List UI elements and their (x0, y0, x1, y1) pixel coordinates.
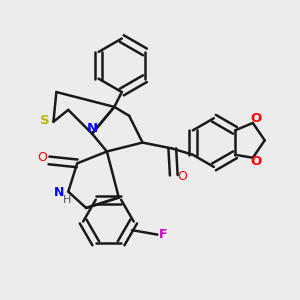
Text: N: N (54, 186, 64, 199)
Text: N: N (86, 122, 98, 135)
Text: H: H (63, 195, 72, 205)
Text: O: O (250, 112, 261, 125)
Text: O: O (177, 170, 187, 183)
Text: S: S (40, 114, 50, 127)
Text: O: O (250, 155, 261, 168)
Text: O: O (38, 151, 47, 164)
Text: F: F (158, 228, 167, 241)
